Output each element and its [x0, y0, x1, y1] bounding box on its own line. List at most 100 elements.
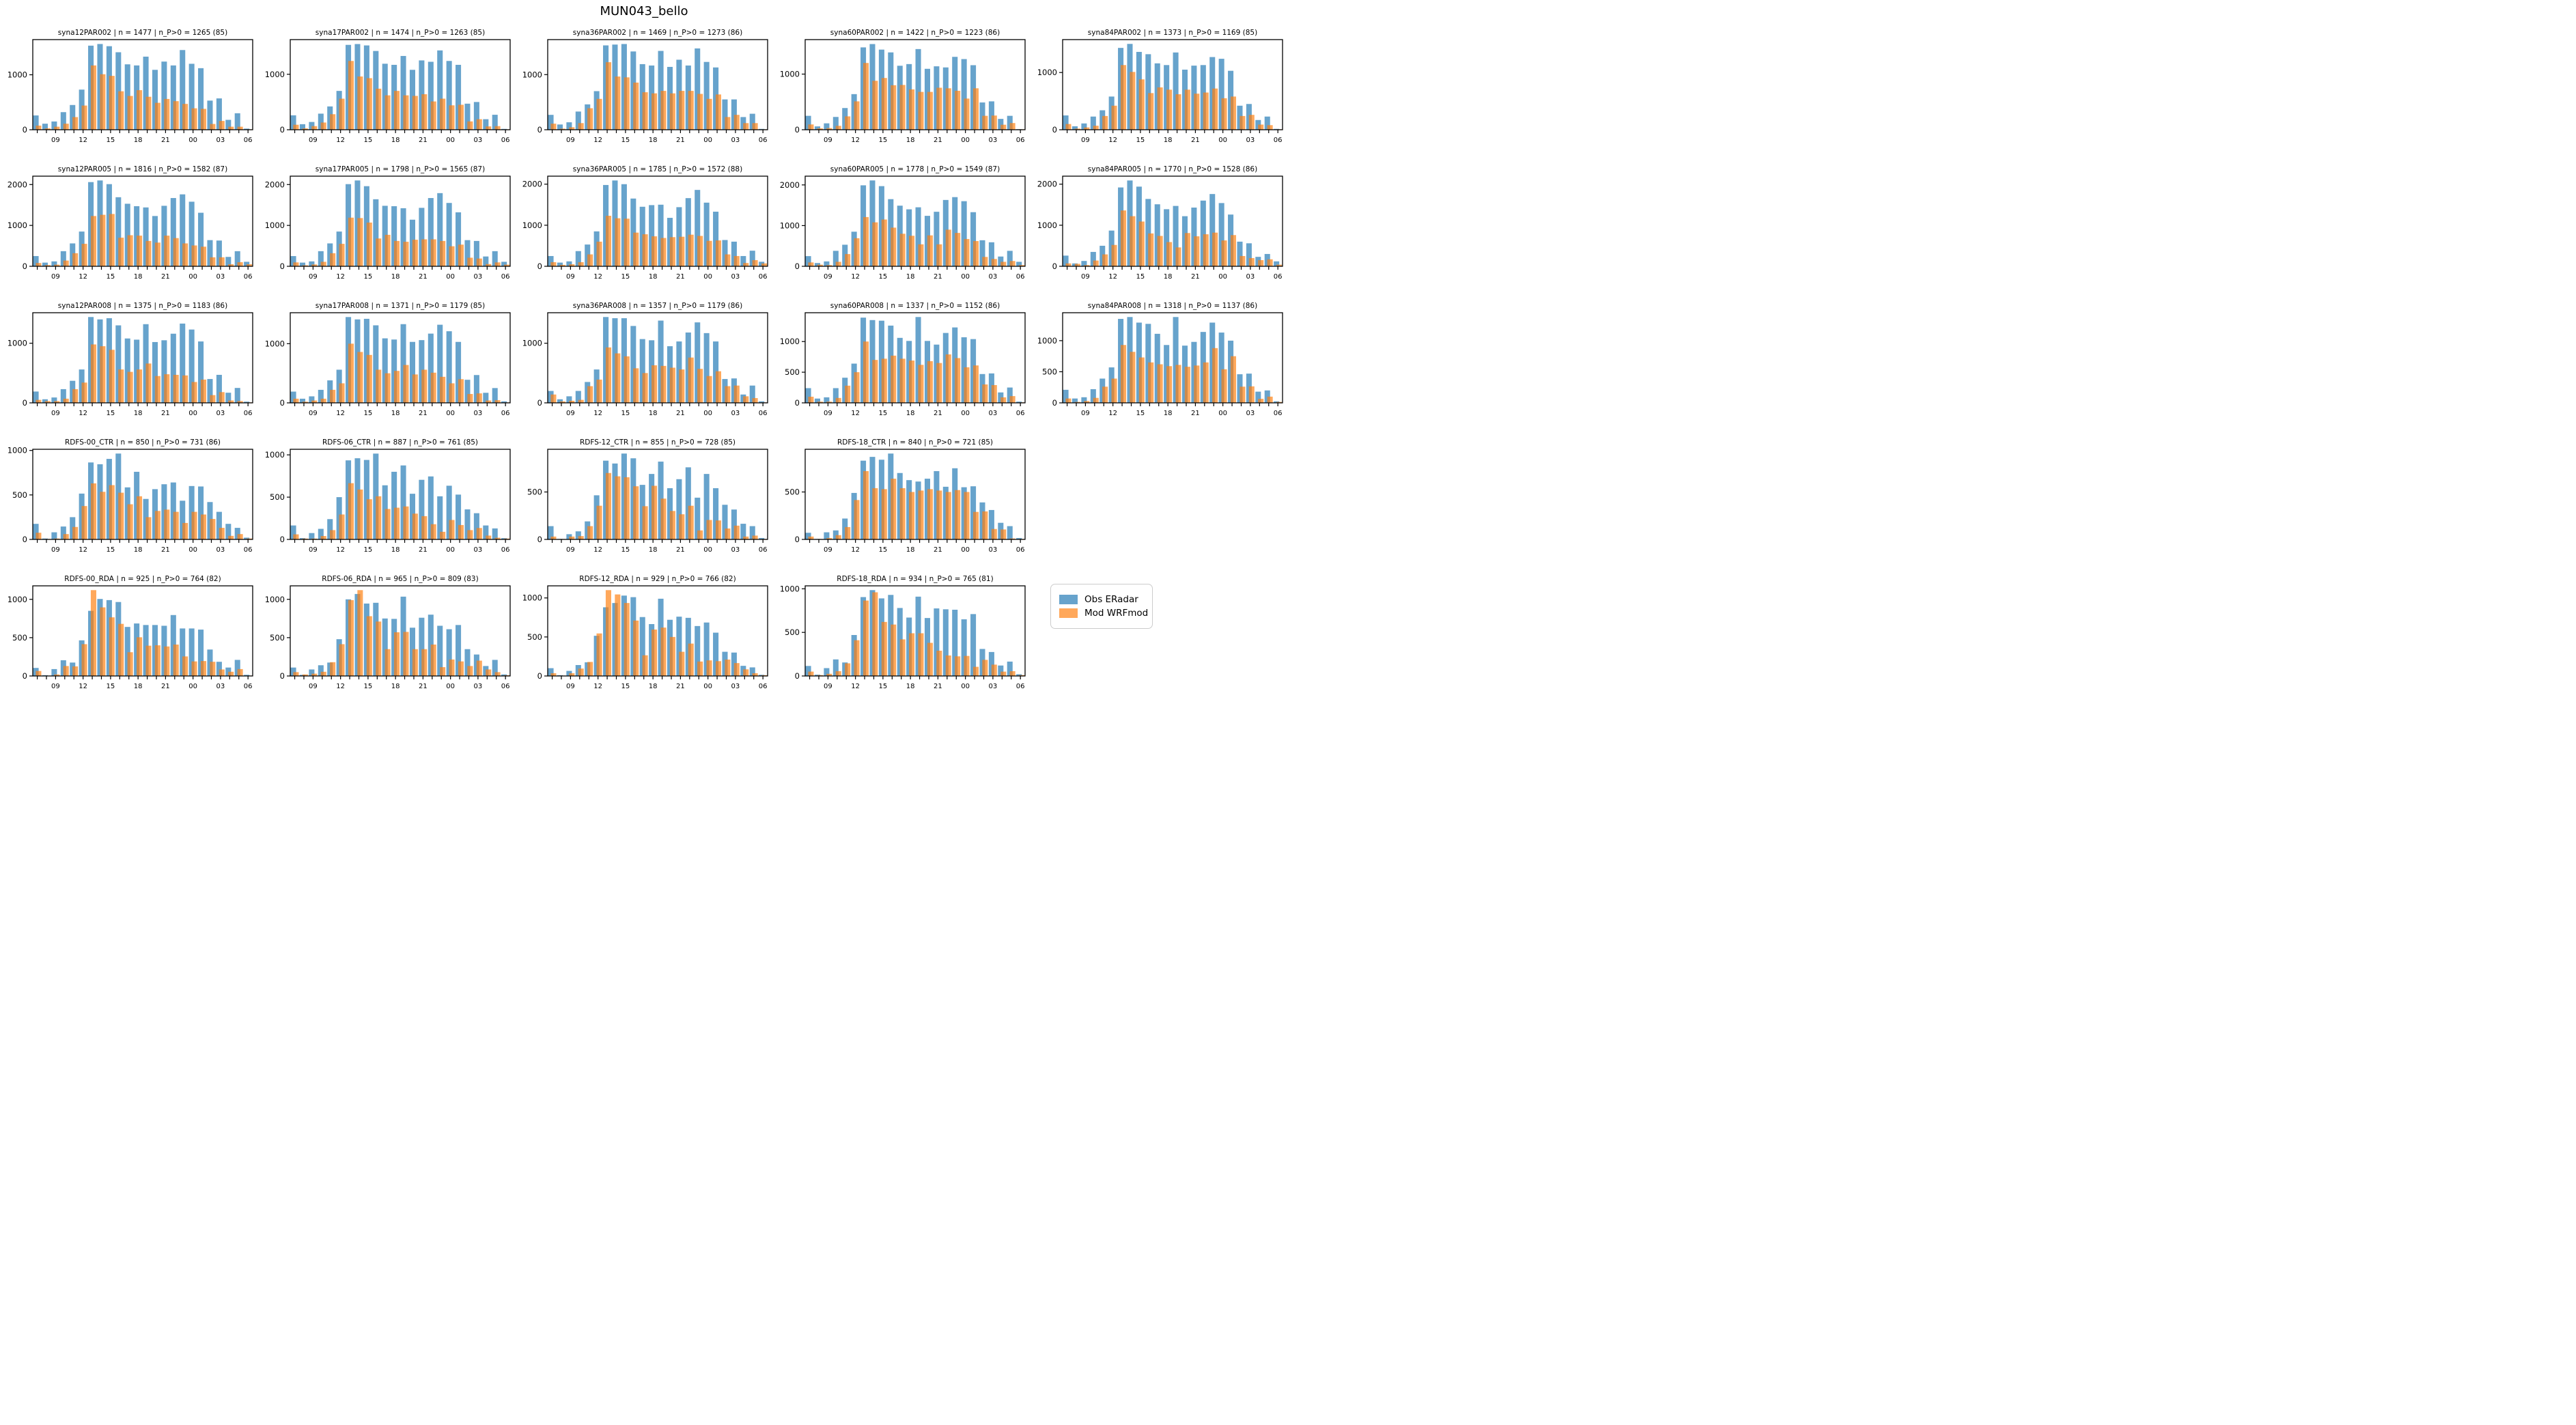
axis-label: 09	[51, 410, 60, 417]
axis-label: 12	[851, 410, 860, 417]
axis-label: 18	[134, 683, 143, 690]
axis-label: 12	[1108, 273, 1117, 281]
axis-label: 21	[1191, 410, 1200, 417]
subplot-canvas: syna12PAR002 | n = 1477 | n_P>0 = 1265 (…	[8, 29, 253, 144]
axis-label: 21	[419, 273, 428, 281]
axis-label: 00	[703, 137, 712, 144]
axis-label: 1000	[522, 593, 542, 603]
axis-label: 0	[280, 262, 285, 271]
axes-box	[1062, 175, 1283, 267]
bars-mod-wrfmod	[808, 63, 1025, 130]
axis-label: 0	[1052, 398, 1057, 408]
bars-mod-wrfmod	[36, 344, 253, 403]
axis-label: 21	[676, 546, 685, 554]
axis-label: 0	[537, 671, 542, 681]
axis-label: 03	[474, 683, 483, 690]
axis-label: 00	[188, 273, 197, 281]
axis-label: 18	[1164, 137, 1173, 144]
subplot-syna17PAR002: syna17PAR002 | n = 1474 | n_P>0 = 1263 (…	[257, 26, 515, 163]
axis-label: 21	[419, 137, 428, 144]
axis-label: 03	[216, 683, 225, 690]
axis-label: 12	[593, 683, 602, 690]
subplot-RDFS-12_CTR: RDFS-12_CTR | n = 855 | n_P>0 = 728 (85)…	[515, 436, 772, 572]
axis-label: 21	[676, 410, 685, 417]
axis-label: 0	[23, 535, 27, 544]
subplot-canvas: RDFS-12_CTR | n = 855 | n_P>0 = 728 (85)…	[527, 438, 768, 554]
axis-label: 12	[851, 137, 860, 144]
figure-title: MUN043_bello	[600, 4, 688, 18]
bars-mod-wrfmod	[550, 216, 768, 266]
axes-box	[32, 449, 253, 540]
axis-label: 06	[759, 137, 768, 144]
axis-label: 1000	[8, 446, 27, 455]
axis-label: 15	[879, 137, 888, 144]
axis-label: 12	[1108, 137, 1117, 144]
axes-box	[804, 312, 1026, 404]
axis-label: 15	[621, 137, 630, 144]
axis-label: 18	[134, 410, 143, 417]
axis-label: 00	[446, 683, 455, 690]
axis-label: 18	[649, 683, 658, 690]
axes-box	[804, 449, 1026, 540]
figure: MUN043_bello syna12PAR002 | n = 1477 | n…	[0, 0, 1288, 712]
axis-label: 09	[309, 410, 318, 417]
axis-label: 0	[537, 262, 542, 271]
axes-box	[290, 312, 511, 404]
axes-box	[32, 585, 253, 677]
axis-label: 0	[23, 262, 27, 271]
subplot-canvas: RDFS-18_CTR | n = 840 | n_P>0 = 721 (85)…	[785, 438, 1026, 554]
axis-label: 03	[731, 546, 740, 554]
axis-label: 09	[309, 137, 318, 144]
axes-box	[804, 39, 1026, 130]
axis-label: 500	[785, 367, 800, 377]
axis-label: syna84PAR002 | n = 1373 | n_P>0 = 1169 (…	[1088, 29, 1257, 37]
axis-label: 03	[989, 273, 998, 281]
axis-label: 12	[79, 410, 87, 417]
legend-entry-mod: Mod WRFmod	[1059, 608, 1148, 619]
subplot-syna84PAR002: syna84PAR002 | n = 1373 | n_P>0 = 1169 (…	[1030, 26, 1287, 163]
axis-label: 15	[107, 137, 115, 144]
axis-label: syna17PAR008 | n = 1371 | n_P>0 = 1179 (…	[316, 302, 485, 310]
axis-label: 21	[161, 410, 170, 417]
axis-label: 00	[446, 273, 455, 281]
axis-label: 00	[188, 683, 197, 690]
axis-label: 12	[593, 273, 602, 281]
axis-label: syna36PAR002 | n = 1469 | n_P>0 = 1273 (…	[573, 29, 742, 37]
axis-label: 12	[851, 546, 860, 554]
axis-label: 15	[621, 410, 630, 417]
axis-label: 06	[501, 273, 510, 281]
axis-label: 18	[906, 410, 915, 417]
axis-label: 00	[961, 683, 970, 690]
bars-mod-wrfmod	[36, 590, 253, 676]
axis-label: 18	[906, 273, 915, 281]
axis-label: 12	[336, 137, 345, 144]
subplot-syna60PAR008: syna60PAR008 | n = 1337 | n_P>0 = 1152 (…	[772, 299, 1030, 436]
bars-mod-wrfmod	[550, 472, 768, 539]
axis-label: 0	[280, 535, 285, 544]
axis-label: 18	[906, 137, 915, 144]
axis-label: 15	[879, 273, 888, 281]
subplot-RDFS-00_RDA: RDFS-00_RDA | n = 925 | n_P>0 = 764 (82)…	[0, 572, 257, 709]
axis-label: 06	[1016, 273, 1025, 281]
axis-label: 21	[1191, 273, 1200, 281]
axis-label: 18	[649, 410, 658, 417]
axis-label: 1000	[265, 450, 285, 460]
axis-label: syna36PAR005 | n = 1785 | n_P>0 = 1572 (…	[573, 165, 742, 173]
axis-label: 1000	[8, 339, 27, 348]
subplot-canvas: syna17PAR008 | n = 1371 | n_P>0 = 1179 (…	[265, 302, 511, 417]
subplot-syna36PAR008: syna36PAR008 | n = 1357 | n_P>0 = 1179 (…	[515, 299, 772, 436]
axis-label: syna84PAR008 | n = 1318 | n_P>0 = 1137 (…	[1088, 302, 1257, 310]
axis-label: 1000	[265, 221, 285, 230]
axis-label: 0	[795, 671, 800, 681]
axis-label: syna17PAR005 | n = 1798 | n_P>0 = 1565 (…	[316, 165, 485, 173]
subplot-canvas: RDFS-00_RDA | n = 925 | n_P>0 = 764 (82)…	[8, 575, 253, 690]
axis-label: 12	[336, 683, 345, 690]
axis-label: 1000	[1037, 336, 1057, 345]
subplot-canvas: syna36PAR005 | n = 1785 | n_P>0 = 1572 (…	[522, 165, 768, 281]
axes-box	[547, 312, 768, 404]
bars-mod-wrfmod	[550, 62, 768, 130]
axis-label: 12	[336, 273, 345, 281]
axis-label: 06	[501, 546, 510, 554]
axis-label: 09	[566, 683, 575, 690]
subplot-canvas: RDFS-06_CTR | n = 887 | n_P>0 = 761 (85)…	[265, 438, 511, 554]
